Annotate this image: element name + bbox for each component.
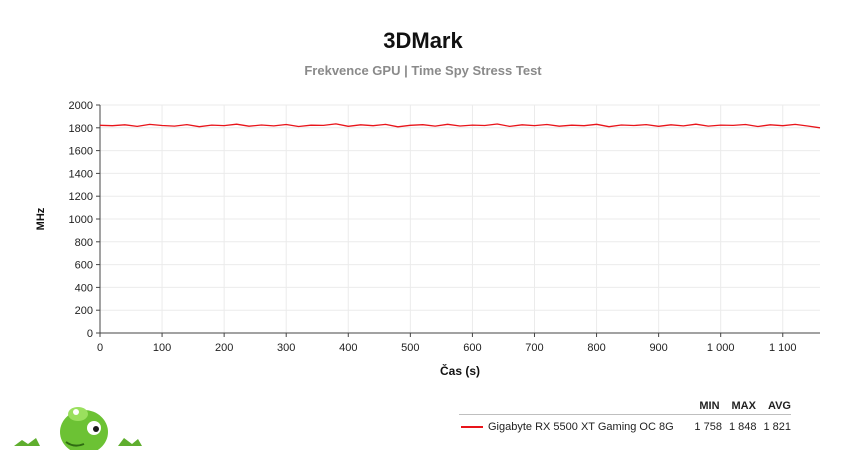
y-tick-label: 400 (75, 282, 93, 294)
y-tick-label: 600 (75, 260, 93, 272)
x-tick-label: 900 (649, 342, 667, 354)
x-tick-label: 0 (97, 342, 103, 354)
chart-subtitle: Frekvence GPU | Time Spy Stress Test (304, 63, 542, 78)
legend-max-value: 1 848 (728, 421, 757, 433)
grid (100, 104, 820, 333)
y-tick-label: 800 (75, 237, 93, 249)
legend-header: MIN MAX AVG (459, 394, 791, 415)
y-tick-label: 1800 (69, 123, 93, 135)
y-tick-label: 200 (75, 305, 93, 317)
y-tick-label: 2000 (69, 100, 93, 112)
y-tick-label: 1000 (69, 214, 93, 226)
x-tick-label: 500 (401, 342, 419, 354)
x-tick-label: 1 100 (769, 342, 797, 354)
y-tick-label: 1400 (69, 168, 93, 180)
legend-swatch (461, 426, 483, 428)
x-tick-label: 200 (215, 342, 233, 354)
series-line (99, 123, 821, 129)
y-tick-label: 0 (87, 328, 93, 340)
legend-series-name: Gigabyte RX 5500 XT Gaming OC 8G (488, 421, 674, 433)
chart-title: 3DMark (383, 28, 463, 53)
y-axis-label: MHz (35, 207, 47, 230)
legend: MIN MAX AVG Gigabyte RX 5500 XT Gaming O… (459, 394, 791, 437)
tick-labels: 0 200 400 600 800 1000 1200 1400 1600 1800 2000 0 10… (69, 100, 797, 354)
legend-row: Gigabyte RX 5500 XT Gaming OC 8G 1 758 1… (459, 417, 791, 437)
legend-header-max: MAX (731, 400, 756, 412)
x-tick-label: 100 (153, 342, 171, 354)
y-tick-label: 1600 (69, 146, 93, 158)
legend-header-avg: AVG (767, 400, 791, 412)
x-tick-label: 700 (525, 342, 543, 354)
x-tick-label: 300 (277, 342, 295, 354)
x-tick-label: 400 (339, 342, 357, 354)
axes (96, 104, 820, 337)
legend-avg-value: 1 821 (763, 421, 791, 433)
legend-min-value: 1 758 (694, 421, 722, 433)
series-layer (99, 123, 821, 129)
x-axis-label: Čas (s) (440, 363, 480, 378)
legend-header-min: MIN (699, 400, 720, 412)
x-tick-label: 800 (587, 342, 605, 354)
green-alien-mascot-icon (14, 407, 142, 450)
x-tick-label: 600 (463, 342, 481, 354)
y-tick-label: 1200 (69, 191, 93, 203)
x-tick-label: 1 000 (707, 342, 735, 354)
